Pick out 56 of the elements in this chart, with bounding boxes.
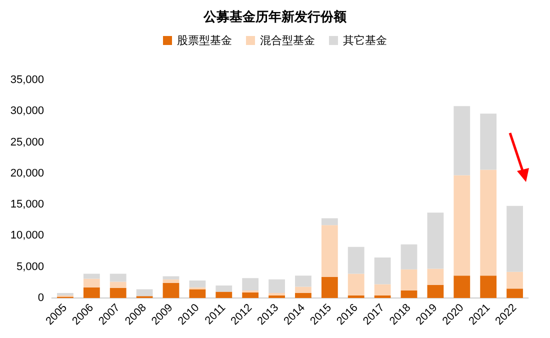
bar: [480, 114, 497, 170]
y-tick-label: 15,000: [10, 198, 44, 211]
bar: [454, 175, 470, 276]
chart-title: 公募基金历年新发行份额: [202, 9, 348, 25]
legend-label: 股票型基金: [177, 34, 232, 47]
bar: [480, 276, 497, 298]
bar: [454, 276, 470, 298]
bar: [506, 288, 523, 298]
bar: [348, 274, 364, 296]
bar: [268, 293, 285, 296]
bar: [162, 283, 180, 298]
bar: [189, 289, 206, 298]
bar: [506, 272, 523, 289]
bar: [216, 286, 232, 292]
y-tick-label: 20,000: [10, 167, 44, 180]
bar: [83, 287, 100, 298]
bar: [400, 269, 418, 291]
bar: [480, 170, 497, 276]
bar: [454, 106, 470, 176]
bar: [110, 282, 126, 288]
bar: [321, 276, 338, 298]
bar: [321, 225, 338, 277]
bar: [189, 280, 206, 288]
bar: [242, 278, 259, 291]
bar: [83, 274, 100, 279]
bar: [136, 289, 153, 296]
bar: [216, 292, 232, 298]
legend-label: 其它基金: [343, 34, 387, 47]
bar: [110, 274, 126, 282]
bar: [321, 218, 338, 226]
bar: [110, 288, 126, 298]
bar: [295, 286, 312, 294]
bar: [268, 279, 285, 294]
bar: [427, 212, 444, 269]
bar: [295, 276, 312, 287]
y-tick-label: 30,000: [10, 105, 44, 118]
bar: [242, 292, 259, 298]
bar: [400, 244, 418, 270]
bar: [162, 279, 180, 284]
bar: [295, 293, 312, 298]
y-tick-label: 10,000: [10, 230, 44, 242]
y-tick-label: 25,000: [10, 136, 44, 148]
bar: [427, 268, 444, 285]
bar: [506, 206, 523, 272]
y-tick-label: 5,000: [16, 260, 44, 273]
bar: [348, 246, 364, 274]
y-tick-label: 35,000: [10, 74, 44, 86]
y-tick-label: 0: [38, 292, 44, 304]
legend-label: 混合型基金: [260, 34, 315, 47]
bar: [374, 258, 391, 284]
bar: [57, 293, 74, 296]
bar: [83, 278, 100, 288]
bar: [374, 284, 391, 296]
bar: [162, 276, 180, 280]
bar: [427, 284, 444, 298]
bar: [400, 290, 418, 298]
